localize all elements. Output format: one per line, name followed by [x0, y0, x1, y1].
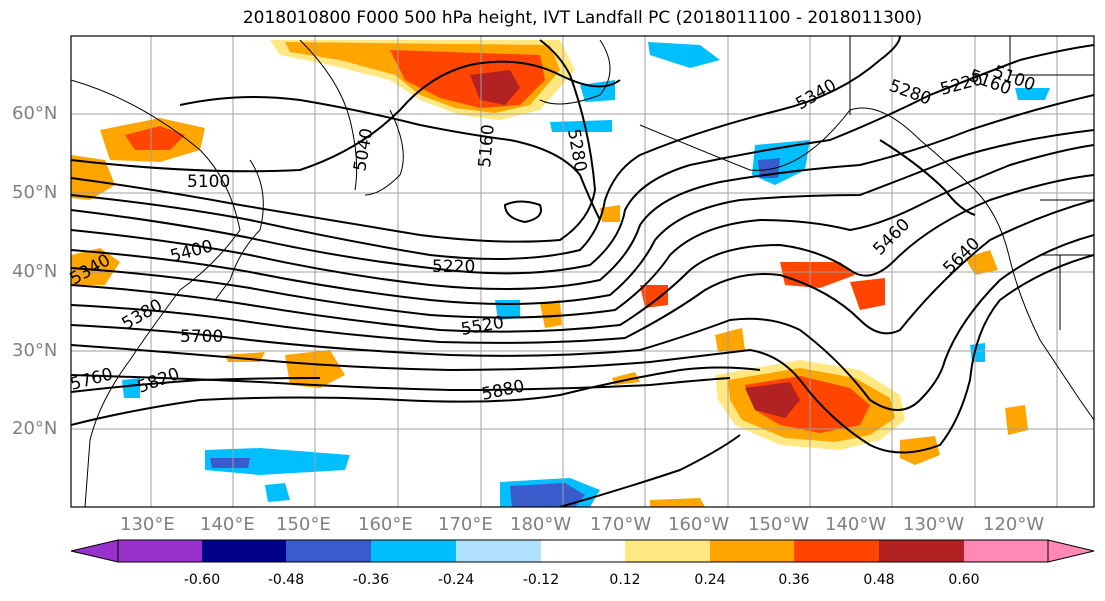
lon-label: 160°W	[668, 514, 730, 535]
colorbar-tick-label: -0.60	[183, 572, 221, 588]
colorbar-extend-low	[70, 539, 119, 563]
colorbar-tick-label: -0.48	[267, 572, 305, 588]
lon-label: 180°W	[510, 514, 572, 535]
colorbar-extend-high	[1047, 539, 1095, 563]
ivt-positive-region	[745, 382, 800, 418]
colorbar-swatch	[794, 540, 879, 562]
colorbar-swatch	[371, 540, 456, 562]
ivt-negative-region	[1015, 88, 1050, 100]
lon-label: 120°W	[983, 514, 1045, 535]
ivt-positive-region	[965, 250, 998, 275]
lon-label: 170°E	[438, 514, 493, 535]
ivt-positive-region	[715, 328, 745, 352]
lon-label: 150°E	[276, 514, 331, 535]
colorbar-tick-label: -0.24	[437, 572, 475, 588]
lon-label: 130°W	[903, 514, 965, 535]
lat-label: 50°N	[12, 182, 58, 203]
colorbar-swatch	[625, 540, 710, 562]
colorbar	[70, 539, 1095, 563]
ivt-positive-region	[540, 300, 562, 328]
ivt-positive-region	[650, 498, 705, 507]
colorbar-tick-label: 0.60	[948, 572, 980, 588]
lat-label: 20°N	[12, 418, 58, 439]
ivt-negative-region	[210, 458, 250, 468]
colorbar-swatch	[964, 540, 1048, 562]
ivt-negative-region	[265, 483, 290, 502]
ivt-positive-region	[71, 155, 115, 200]
colorbar-swatch	[286, 540, 371, 562]
colorbar-swatch	[879, 540, 964, 562]
colorbar-tick-label: -0.36	[352, 572, 390, 588]
height-contours	[71, 36, 1094, 507]
ivt-positive-region	[71, 248, 120, 285]
lat-label: 60°N	[12, 103, 58, 124]
colorbar-swatch	[710, 540, 794, 562]
map-title: 2018010800 F000 500 hPa height, IVT Land…	[242, 8, 923, 28]
ivt-positive-region	[600, 205, 620, 222]
colorbar-swatch	[202, 540, 286, 562]
ivt-negative-region	[510, 483, 585, 507]
colorbar-tick-label: 0.12	[609, 572, 641, 588]
lon-label: 170°W	[590, 514, 652, 535]
lon-label: 140°W	[825, 514, 887, 535]
colorbar-swatch	[541, 540, 625, 562]
ivt-positive-region	[850, 278, 885, 310]
contour-label: 5100	[187, 172, 230, 192]
colorbar-swatch	[118, 540, 202, 562]
ivt-negative-region	[648, 42, 720, 68]
colorbar-frame	[117, 539, 1049, 563]
contour-label: 5160	[475, 124, 499, 169]
colorbar-tick-label: 0.24	[694, 572, 726, 588]
lon-label: 140°E	[200, 514, 255, 535]
ivt-negative-region	[495, 300, 520, 320]
coastlines	[71, 36, 1094, 507]
plot-frame	[70, 35, 1095, 508]
contour-label: 5700	[180, 327, 223, 347]
colorbar-tick-label: 0.48	[863, 572, 895, 588]
lon-label: 160°E	[358, 514, 413, 535]
ivt-negative-region	[205, 448, 350, 475]
ivt-negative-region	[550, 120, 612, 132]
lon-label: 150°W	[748, 514, 810, 535]
ivt-shading	[71, 40, 1050, 507]
colorbar-tick-label: 0.36	[778, 572, 810, 588]
ivt-positive-region	[1005, 405, 1028, 435]
ivt-negative-region	[122, 378, 140, 398]
ivt-positive-region	[125, 126, 185, 150]
lat-label: 40°N	[12, 261, 58, 282]
lat-label: 30°N	[12, 340, 58, 361]
ivt-positive-region	[640, 285, 668, 308]
colorbar-swatch	[456, 540, 541, 562]
contour-label: 5220	[432, 257, 475, 277]
colorbar-tick-label: -0.12	[522, 572, 560, 588]
lon-label: 130°E	[120, 514, 175, 535]
ivt-positive-region	[470, 70, 520, 105]
